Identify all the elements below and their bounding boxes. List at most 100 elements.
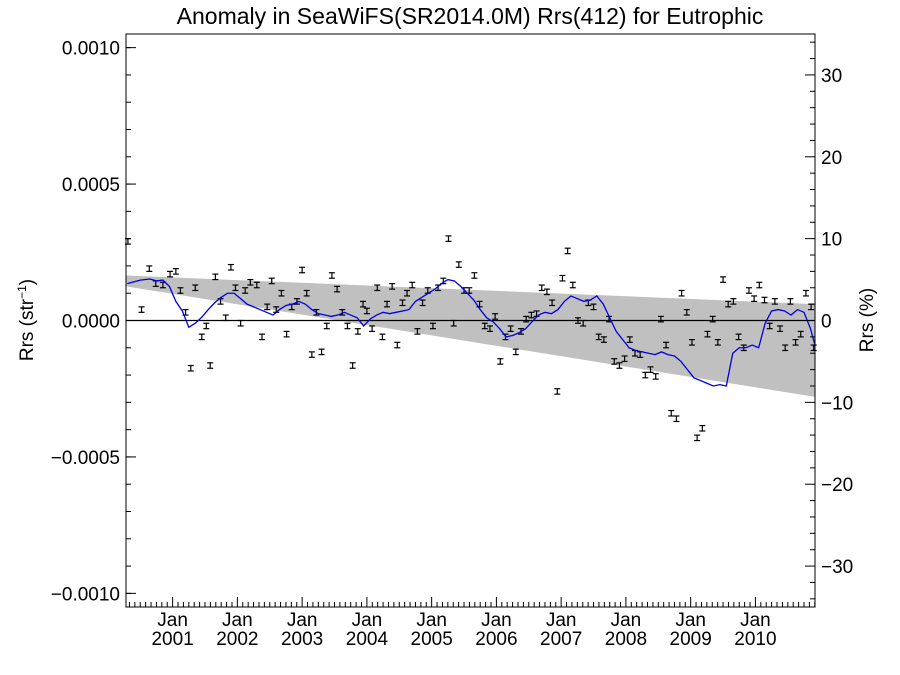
data-point [652,373,659,380]
data-point [792,339,799,346]
data-point [308,351,315,358]
data-point [344,322,351,330]
data-point [471,272,478,279]
data-point [564,247,571,255]
data-point [725,300,732,308]
data-point [497,358,504,365]
data-point [766,322,773,330]
data-point [369,325,376,333]
data-point [699,424,706,432]
data-point [339,308,346,316]
left-y-label-close: ) [17,279,38,285]
data-point [354,328,361,335]
data-point [207,362,214,369]
data-point [334,285,341,293]
x-tick-year: 2010 [734,629,776,650]
x-tick-year: 2009 [670,629,712,650]
smoothed-series-line [127,278,816,387]
data-point [730,298,737,305]
right-y-tick-label: 0 [821,312,832,333]
data-point [761,296,768,304]
data-point [328,272,335,279]
left-y-tick-label: −0.0005 [51,448,120,469]
data-point [303,289,310,297]
data-point [549,299,556,307]
data-point [720,276,727,283]
data-point [374,284,381,292]
x-tick-year: 2007 [540,629,582,650]
x-axis: Jan2001Jan2002Jan2003Jan2004Jan2005Jan20… [128,597,816,650]
data-point [621,355,628,363]
right-y-axis-label: Rrs (%) [857,288,878,352]
data-point [797,330,804,338]
x-tick-month: Jan [416,610,447,631]
data-point [283,330,290,338]
data-point [528,311,535,319]
data-point [293,298,300,305]
right-y-tick-label: −30 [821,557,853,578]
data-point [323,322,330,330]
data-point [383,300,390,308]
data-point [264,303,271,311]
data-point [668,409,675,417]
data-point [492,313,499,320]
x-tick-year: 2005 [411,629,453,650]
plot-area [124,235,817,442]
data-point [399,299,406,307]
x-tick-month: Jan [546,610,577,631]
data-point [735,333,742,341]
data-point [349,362,356,369]
data-point [523,315,530,323]
right-y-tick-label: −20 [821,475,853,496]
data-point [247,278,254,286]
data-point [203,322,210,330]
data-point [756,281,763,289]
data-point [714,339,721,346]
data-point [486,325,493,333]
data-point [414,328,421,335]
data-point [782,344,789,352]
data-point [777,325,784,333]
data-point [559,274,566,282]
x-tick-year: 2001 [151,629,193,650]
data-point [299,266,306,274]
right-y-axis: 30 20 10 0 −10 −20 −30 [805,41,853,600]
data-point [709,315,716,323]
x-tick-year: 2008 [605,629,647,650]
chart-title: Anomaly in SeaWiFS(SR2014.0M) Rrs(412) f… [177,3,764,29]
data-point [253,281,260,289]
data-point [673,415,680,423]
data-point [172,268,179,275]
data-point [445,235,452,242]
data-point [232,284,239,292]
data-point [663,341,670,349]
data-point [450,319,457,327]
right-y-tick-label: −10 [821,393,853,414]
left-y-tick-label: −0.0010 [51,584,120,605]
data-point [810,344,817,352]
data-point [212,273,219,281]
data-point [600,336,607,343]
data-point [802,289,809,297]
data-point [419,299,426,307]
data-point [787,298,794,305]
data-point [476,300,483,308]
data-point [616,362,623,369]
data-point [379,333,386,341]
left-y-axis: 0.0010 0.0005 0.0000 −0.0005 −0.0010 [51,39,136,605]
data-point [694,434,701,442]
data-point [554,388,561,395]
data-point [745,287,752,294]
data-point [394,341,401,349]
data-point [198,333,205,341]
data-point [278,289,285,297]
data-point [242,287,249,294]
data-point [538,284,545,292]
left-y-tick-label: 0.0010 [62,39,120,60]
data-point [318,348,325,356]
x-tick-year: 2006 [475,629,517,650]
data-point [409,281,416,289]
data-point [647,366,654,373]
data-point [455,261,462,268]
x-tick-month: Jan [222,610,253,631]
